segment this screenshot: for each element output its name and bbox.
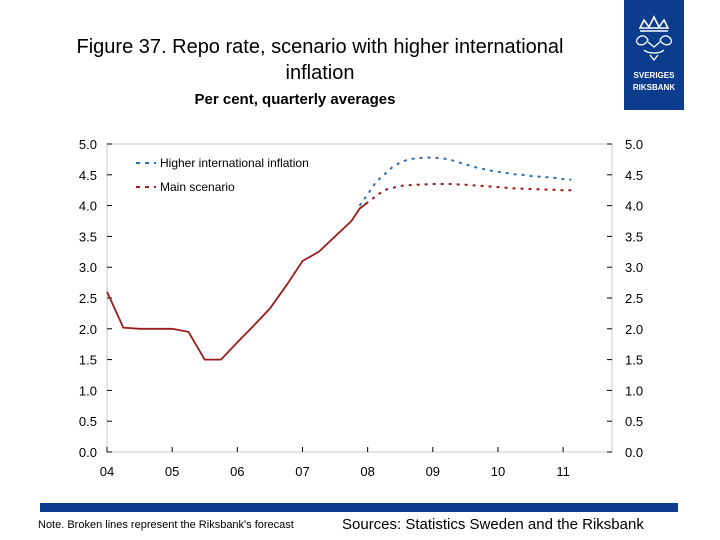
- sources-text: Sources: Statistics Sweden and the Riksb…: [342, 516, 644, 533]
- y-tick-label-left: 2.0: [79, 322, 97, 337]
- y-tick-label-left: 2.5: [79, 291, 97, 306]
- series-line-main-outcome: [106, 201, 369, 361]
- riksbank-logo: SVERIGES RIKSBANK: [624, 0, 684, 110]
- y-tick-label-left: 5.0: [79, 137, 97, 152]
- legend-label-higher-inflation: Higher international inflation: [160, 156, 309, 170]
- x-tick-label: 10: [491, 464, 505, 479]
- y-tick-label-right: 3.5: [625, 229, 643, 244]
- footer-bar: [40, 503, 678, 512]
- x-tick-label: 07: [295, 464, 309, 479]
- y-tick-label-left: 1.0: [79, 383, 97, 398]
- series-lines: [106, 156, 572, 361]
- legend-label-main-scenario: Main scenario: [160, 180, 235, 194]
- x-tick-label: 06: [230, 464, 244, 479]
- x-tick-label: 05: [165, 464, 179, 479]
- y-tick-label-left: 0.5: [79, 414, 97, 429]
- x-tick-label: 11: [556, 464, 570, 479]
- lions-icon: [635, 35, 673, 62]
- axis-ticks: 0.0 0.0 0.5 0.5 1.0 1.0 1.5 1.5 2.0 2.0 2.5 2.5 3.0 3…: [79, 137, 643, 479]
- y-tick-label-right: 0.0: [625, 445, 643, 460]
- y-tick-label-right: 5.0: [625, 137, 643, 152]
- y-tick-label-left: 1.5: [79, 353, 97, 368]
- y-tick-label-right: 4.5: [625, 168, 643, 183]
- y-tick-label-left: 3.0: [79, 260, 97, 275]
- series-line-higher-inflation: [358, 156, 572, 207]
- y-tick-label-left: 0.0: [79, 445, 97, 460]
- y-tick-label-left: 4.5: [79, 168, 97, 183]
- crown-icon: [638, 15, 670, 32]
- chart-legend: Higher international inflation Main scen…: [136, 156, 309, 194]
- y-tick-label-right: 0.5: [625, 414, 643, 429]
- x-tick-label: 09: [426, 464, 440, 479]
- y-tick-label-right: 1.0: [625, 383, 643, 398]
- y-tick-label-right: 3.0: [625, 260, 643, 275]
- series-line-main-forecast: [358, 183, 572, 210]
- footnote: Note. Broken lines represent the Riksban…: [38, 519, 294, 531]
- page-subtitle: Per cent, quarterly averages: [194, 91, 396, 108]
- logo-line2: RIKSBANK: [633, 83, 675, 92]
- page-title: Figure 37. Repo rate, scenario with high…: [76, 36, 564, 84]
- x-tick-label: 08: [360, 464, 374, 479]
- y-tick-label-right: 1.5: [625, 353, 643, 368]
- y-tick-label-left: 3.5: [79, 229, 97, 244]
- y-tick-label-left: 4.0: [79, 199, 97, 214]
- logo-line1: SVERIGES: [634, 71, 676, 80]
- y-tick-label-right: 2.5: [625, 291, 643, 306]
- x-tick-label: 04: [100, 464, 114, 479]
- y-tick-label-right: 2.0: [625, 322, 643, 337]
- y-tick-label-right: 4.0: [625, 199, 643, 214]
